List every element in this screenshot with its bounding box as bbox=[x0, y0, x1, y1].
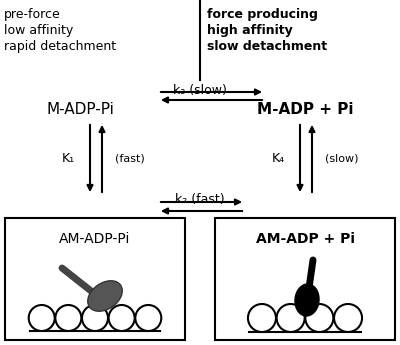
Text: (slow): (slow) bbox=[325, 154, 358, 164]
Text: K₄: K₄ bbox=[272, 152, 284, 165]
Circle shape bbox=[109, 305, 135, 331]
Circle shape bbox=[277, 304, 305, 332]
Ellipse shape bbox=[88, 281, 122, 311]
Text: K₁: K₁ bbox=[62, 152, 74, 165]
Text: M-ADP + Pi: M-ADP + Pi bbox=[257, 102, 353, 118]
Circle shape bbox=[82, 305, 108, 331]
Circle shape bbox=[55, 305, 81, 331]
Text: slow detachment: slow detachment bbox=[207, 40, 327, 53]
Text: force producing: force producing bbox=[207, 8, 318, 21]
Bar bbox=[5, 218, 185, 340]
Text: low affinity: low affinity bbox=[4, 24, 73, 37]
Circle shape bbox=[135, 305, 161, 331]
Text: k₂ (fast): k₂ (fast) bbox=[175, 193, 225, 206]
Circle shape bbox=[305, 304, 333, 332]
Bar bbox=[215, 218, 395, 340]
Circle shape bbox=[248, 304, 276, 332]
Text: k₃ (slow): k₃ (slow) bbox=[173, 84, 227, 97]
Text: high affinity: high affinity bbox=[207, 24, 293, 37]
Text: rapid detachment: rapid detachment bbox=[4, 40, 116, 53]
Circle shape bbox=[29, 305, 55, 331]
Circle shape bbox=[334, 304, 362, 332]
Text: AM-ADP-Pi: AM-ADP-Pi bbox=[59, 232, 131, 246]
Ellipse shape bbox=[295, 284, 319, 316]
Text: pre-force: pre-force bbox=[4, 8, 61, 21]
Text: AM-ADP + Pi: AM-ADP + Pi bbox=[256, 232, 354, 246]
Text: (fast): (fast) bbox=[115, 154, 145, 164]
Text: M-ADP-Pi: M-ADP-Pi bbox=[46, 102, 114, 118]
